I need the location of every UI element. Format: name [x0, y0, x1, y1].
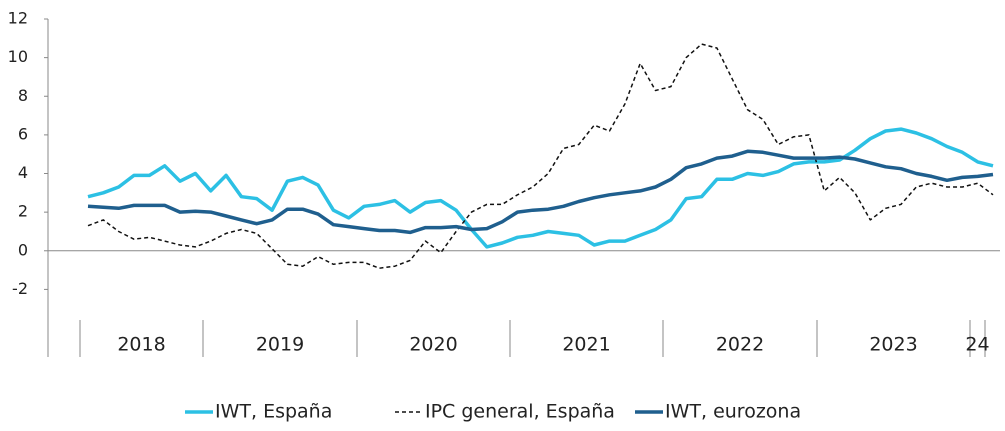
legend-label: IWT, España [215, 401, 332, 423]
y-tick-label: -2 [12, 279, 28, 298]
y-tick-label: 6 [18, 124, 28, 143]
year-label: 2021 [562, 334, 610, 356]
year-label: 2019 [256, 334, 304, 356]
year-label: 24 [965, 334, 989, 356]
legend-label: IWT, eurozona [665, 401, 801, 423]
y-tick-label: 2 [18, 202, 28, 221]
year-label: 2022 [716, 334, 764, 356]
y-tick-label: 4 [18, 163, 28, 182]
year-label: 2018 [117, 334, 165, 356]
y-tick-label: 10 [8, 47, 28, 66]
series-line [87, 43, 994, 269]
year-label: 2023 [869, 334, 917, 356]
y-tick-label: 12 [8, 9, 28, 28]
y-tick-label: 0 [18, 240, 28, 259]
year-label: 2020 [409, 334, 457, 356]
series-line [87, 127, 994, 249]
legend-label: IPC general, España [425, 401, 615, 423]
series-line [87, 149, 994, 235]
y-tick-label: 8 [18, 86, 28, 105]
